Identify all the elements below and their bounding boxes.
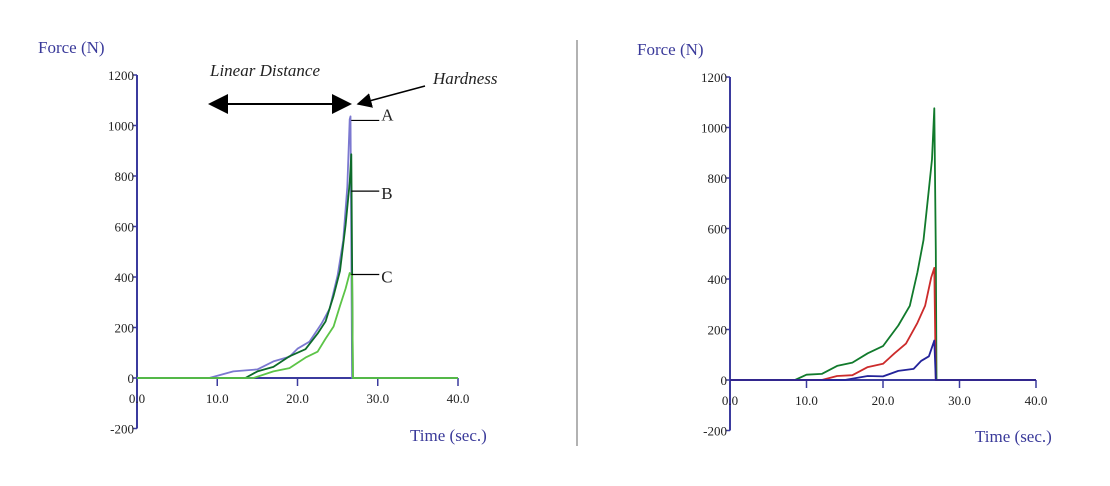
point-label-b: B (381, 184, 392, 203)
x-axis-label: Time (sec.) (975, 427, 1052, 446)
x-tick-label: 20.0 (872, 393, 895, 408)
series-line-3 (730, 339, 1036, 381)
y-tick-label: 0 (721, 373, 728, 388)
x-tick-label: 10.0 (795, 393, 818, 408)
x-tick-label: 40.0 (447, 391, 470, 406)
series-line-3 (137, 272, 458, 379)
y-tick-label: 1000 (108, 119, 134, 134)
point-label-c: C (381, 267, 392, 286)
y-tick-label: -200 (110, 422, 134, 437)
y-tick-label: 200 (708, 323, 728, 338)
x-tick-label: 30.0 (948, 393, 971, 408)
y-tick-label: 800 (115, 169, 135, 184)
y-tick-label: 0 (128, 371, 135, 386)
y-axis-label: Force (N) (637, 40, 704, 59)
y-tick-label: 1200 (701, 70, 727, 85)
series-line-2 (730, 267, 1036, 381)
series-line-1 (730, 107, 1036, 381)
y-tick-label: 800 (708, 171, 728, 186)
x-tick-label: 0.0 (129, 391, 145, 406)
hardness-arrow (356, 85, 426, 108)
x-tick-label: 30.0 (366, 391, 389, 406)
y-tick-label: -200 (703, 424, 727, 439)
y-tick-label: 600 (115, 220, 135, 235)
y-tick-label: 1000 (701, 121, 727, 136)
chart-2: -200 0 200 400 600 800 1000 1200 0.0 10.0 20.0 30.0… (637, 40, 1052, 446)
y-tick-label: 600 (708, 222, 728, 237)
annotations: Linear Distance Hardness (208, 61, 498, 114)
series-line-2 (137, 153, 458, 379)
linear-distance-label: Linear Distance (209, 61, 320, 80)
x-tick-label: 40.0 (1025, 393, 1048, 408)
x-tick-label: 10.0 (206, 391, 229, 406)
y-tick-label: 200 (115, 321, 135, 336)
x-axis-label: Time (sec.) (410, 426, 487, 445)
y-axis-label: Force (N) (38, 38, 105, 57)
point-label-a: A (381, 105, 394, 124)
x-tick-label: 20.0 (286, 391, 309, 406)
y-tick-label: 1200 (108, 68, 134, 83)
x-tick-label: 0.0 (722, 393, 738, 408)
chart-1: -200 0 200 400 600 800 1000 1200 0.0 10.0 20.0 30.0… (38, 38, 487, 445)
series-line-1 (137, 115, 458, 379)
hardness-label: Hardness (432, 69, 498, 88)
y-tick-label: 400 (708, 272, 728, 287)
y-tick-label: 400 (115, 270, 135, 285)
